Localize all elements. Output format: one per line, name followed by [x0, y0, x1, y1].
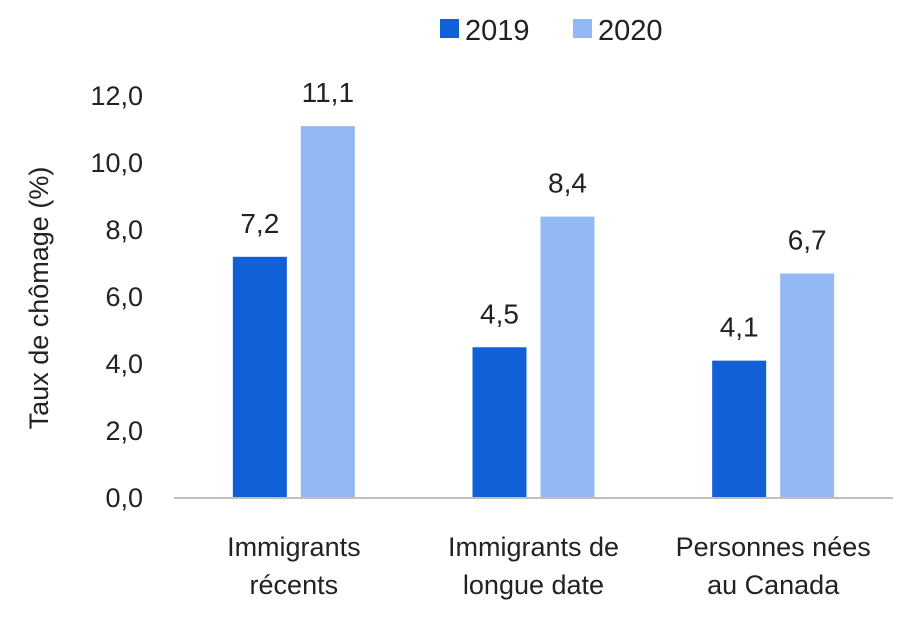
category-label: récents: [250, 570, 339, 600]
data-label: 4,5: [480, 298, 519, 329]
y-tick-label: 10,0: [90, 148, 143, 178]
data-label: 4,1: [720, 312, 759, 343]
y-tick-label: 2,0: [105, 416, 143, 446]
y-axis-ticks: 0,0 2,0 4,0 6,0 8,0 10,0 12,0: [90, 81, 143, 513]
bar-2020: [300, 126, 355, 499]
category-label: Immigrants de: [448, 532, 619, 562]
bar-2019: [232, 256, 287, 498]
y-tick-label: 12,0: [90, 81, 143, 111]
y-tick-label: 0,0: [105, 483, 143, 513]
data-labels: 7,2 11,1 4,5 8,4 4,1 6,7: [240, 77, 827, 343]
category-label: Immigrants: [227, 532, 361, 562]
legend-label: 2020: [598, 15, 663, 47]
legend-swatch-2019: [440, 19, 459, 38]
data-label: 7,2: [240, 208, 279, 239]
bars: [232, 126, 835, 499]
y-tick-label: 6,0: [105, 282, 143, 312]
bar-2019: [712, 360, 767, 498]
y-tick-label: 4,0: [105, 349, 143, 379]
legend-label: 2019: [465, 15, 530, 47]
category-labels: Immigrants récents Immigrants de longue dat…: [227, 532, 871, 600]
data-label: 11,1: [302, 77, 354, 108]
category-label: longue date: [463, 570, 604, 600]
data-label: 8,4: [548, 168, 587, 199]
category-label: au Canada: [707, 570, 840, 600]
bar-2020: [780, 273, 835, 498]
data-label: 6,7: [788, 225, 827, 256]
legend-swatch-2020: [573, 19, 592, 38]
bar-2020: [540, 216, 595, 498]
y-tick-label: 8,0: [105, 215, 143, 245]
y-axis-label: Taux de chômage (%): [24, 167, 54, 430]
category-label: Personnes nées: [676, 532, 871, 562]
bar-2019: [472, 347, 527, 498]
legend: 2019 2020: [440, 15, 663, 47]
